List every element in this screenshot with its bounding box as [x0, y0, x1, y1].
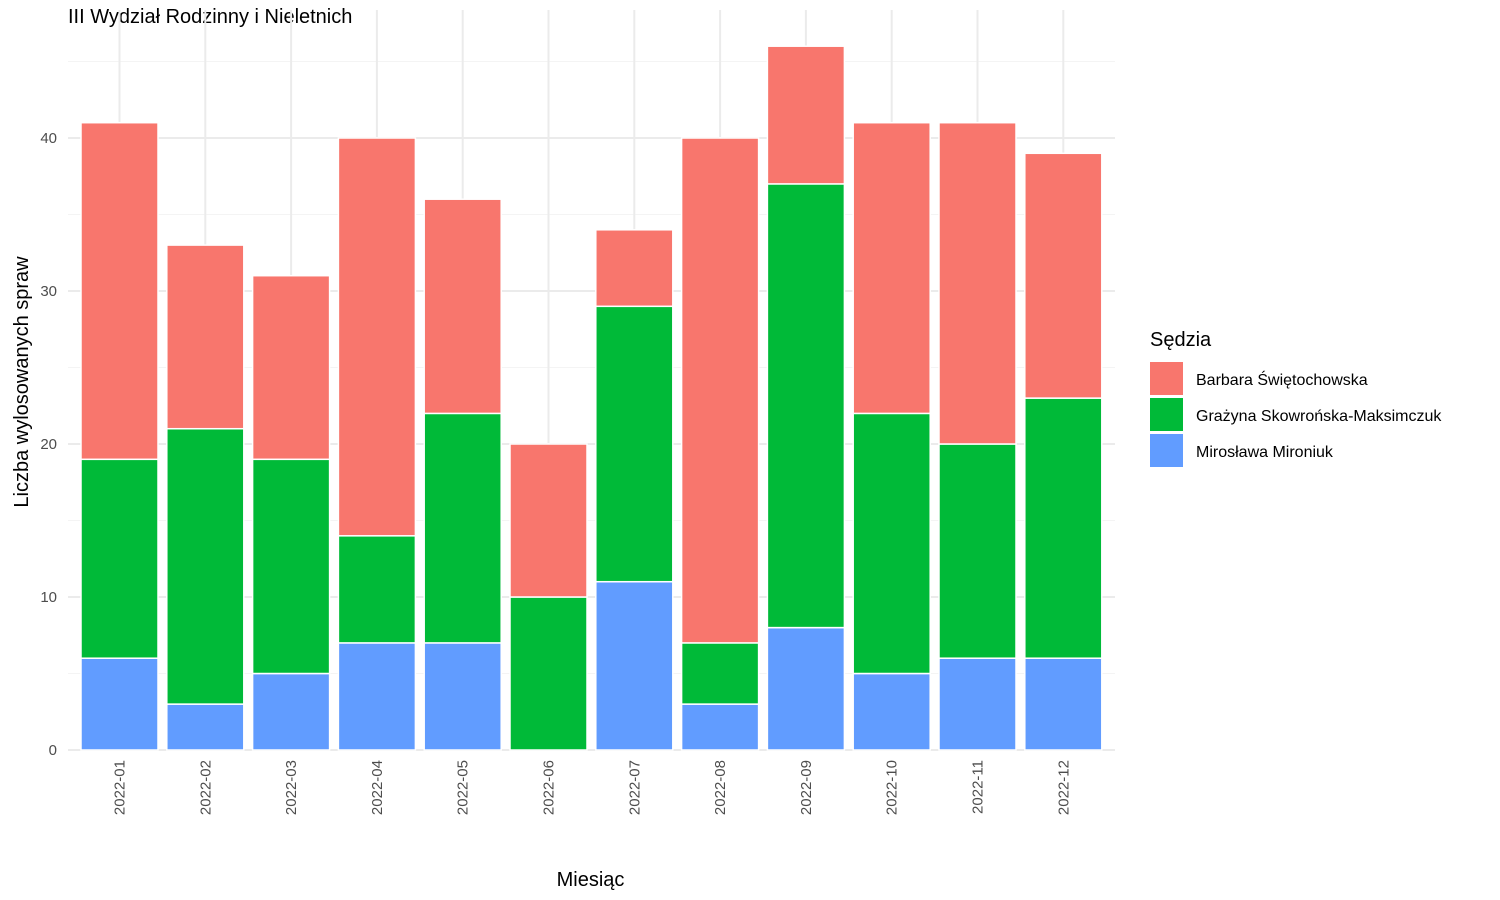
- y-tick-label: 20: [40, 436, 57, 453]
- bar-segment: [680, 703, 760, 751]
- bar-segment: [509, 596, 588, 751]
- bar-segment: [595, 229, 674, 308]
- chart-title: III Wydział Rodzinny i Nieletnich: [68, 6, 353, 28]
- x-tick-label: 2022-12: [1055, 760, 1072, 815]
- bar-segment: [1024, 657, 1103, 751]
- x-tick-label: 2022-10: [884, 760, 901, 815]
- legend-swatch: [1150, 362, 1183, 395]
- x-tick-label: 2022-03: [283, 760, 300, 815]
- bar-segment: [337, 137, 417, 537]
- x-tick-label: 2022-01: [112, 760, 129, 815]
- legend-label: Mirosława Mironiuk: [1196, 444, 1334, 461]
- bar-segment: [852, 672, 931, 751]
- bar-segment: [166, 427, 245, 705]
- y-axis-ticks: 0 10 20 30 40: [40, 130, 57, 759]
- bar-segment: [337, 535, 417, 644]
- bar-segment: [337, 642, 417, 751]
- y-axis-title: Liczba wylosowanych spraw: [11, 256, 33, 508]
- legend: Sędzia Barbara Świętochowska Grażyna Skow…: [1150, 329, 1442, 467]
- x-tick-label: 2022-04: [369, 760, 386, 815]
- y-tick-label: 10: [40, 589, 57, 606]
- bar-segment: [251, 458, 331, 675]
- bar-segment: [938, 657, 1017, 751]
- x-tick-label: 2022-07: [626, 760, 643, 815]
- legend-label: Grażyna Skowrońska-Maksimczuk: [1196, 408, 1442, 425]
- bar-segment: [852, 121, 931, 415]
- bar-segment: [1024, 397, 1103, 659]
- legend-swatch: [1150, 434, 1183, 467]
- bar-segment: [251, 274, 331, 461]
- bar-segment: [680, 642, 760, 705]
- x-tick-label: 2022-05: [455, 760, 472, 815]
- legend-swatch: [1150, 398, 1183, 431]
- bar-segment: [938, 443, 1017, 659]
- bar-segment: [423, 198, 502, 415]
- y-tick-label: 40: [40, 130, 57, 147]
- x-axis-ticks: 2022-01 2022-02 2022-03 2022-04 2022-05 2022-…: [112, 760, 1073, 815]
- bar-segment: [595, 580, 674, 751]
- x-tick-label: 2022-11: [970, 760, 987, 814]
- bar-segment: [166, 244, 245, 430]
- bar-segment: [509, 443, 588, 598]
- bar-segment: [595, 305, 674, 583]
- x-tick-label: 2022-08: [712, 760, 729, 815]
- legend-label: Barbara Świętochowska: [1196, 370, 1368, 389]
- bar-segment: [766, 183, 846, 629]
- x-tick-label: 2022-09: [798, 760, 815, 815]
- bar-segment: [80, 458, 159, 659]
- y-tick-label: 30: [40, 283, 57, 300]
- legend-title: Sędzia: [1150, 329, 1212, 351]
- bar-segment: [1024, 152, 1103, 399]
- bars: [80, 45, 1103, 751]
- bar-segment: [80, 121, 159, 461]
- bar-segment: [766, 626, 846, 751]
- bar-segment: [423, 642, 502, 751]
- x-axis-title: Miesiąc: [557, 869, 625, 891]
- bar-segment: [423, 412, 502, 644]
- bar-segment: [766, 45, 846, 185]
- bar-segment: [938, 121, 1017, 445]
- y-tick-label: 0: [49, 742, 57, 759]
- bar-segment: [80, 657, 159, 751]
- bar-segment: [166, 703, 245, 751]
- bar-segment: [251, 672, 331, 751]
- bar-segment: [852, 412, 931, 675]
- bar-segment: [680, 137, 760, 644]
- x-tick-label: 2022-06: [541, 760, 558, 815]
- x-tick-label: 2022-02: [197, 760, 214, 815]
